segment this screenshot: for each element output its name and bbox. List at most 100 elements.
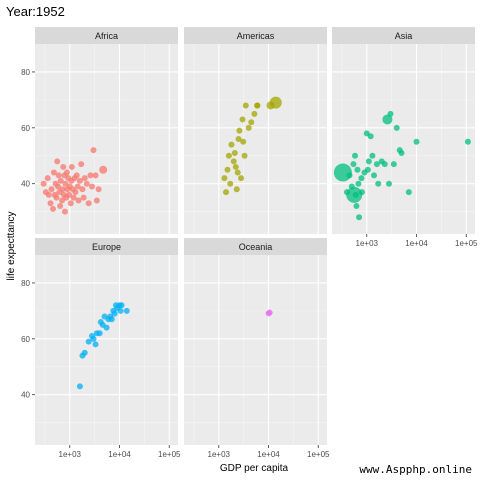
points-asia [333, 110, 471, 221]
facet-strip-oceania [184, 238, 327, 255]
y-axis-title: life expecttancy [6, 212, 17, 281]
data-point [57, 203, 64, 210]
data-point [103, 324, 110, 331]
facet-panels: Africa Americas Asia Europe Oceania [35, 27, 475, 445]
x-tick-label: 1e+05 [158, 450, 181, 459]
facet-label-oceania: Oceania [239, 242, 273, 252]
facet-americas: Americas [184, 27, 327, 234]
data-point [81, 349, 88, 356]
data-point [66, 191, 73, 198]
data-point [45, 191, 52, 198]
y-tick-label: 80 [21, 68, 30, 77]
data-point [231, 149, 238, 156]
data-point [81, 175, 88, 182]
data-point [72, 189, 79, 196]
points-europe [76, 302, 130, 390]
data-point [76, 177, 83, 184]
data-point [50, 169, 57, 176]
data-point [44, 175, 51, 182]
chart-title: Year:1952 [6, 4, 65, 19]
x-axis-title: GDP per capita [220, 463, 289, 474]
facet-label-americas: Americas [237, 31, 275, 41]
y-tick-label: 60 [21, 335, 30, 344]
data-point [85, 338, 92, 345]
data-point [375, 180, 382, 187]
data-point [248, 119, 255, 126]
data-point [55, 172, 62, 179]
data-point [365, 158, 372, 165]
data-point [40, 180, 47, 187]
facet-africa: Africa [35, 27, 178, 234]
panel-background [35, 255, 178, 445]
data-point [83, 180, 90, 187]
data-point [354, 166, 361, 173]
panel-background [332, 44, 475, 234]
data-point [90, 147, 97, 154]
panel-background [184, 44, 327, 234]
y-tick-label: 80 [21, 279, 30, 288]
data-point [355, 180, 362, 187]
facet-label-europe: Europe [92, 242, 121, 252]
data-point [238, 175, 245, 182]
data-point [53, 194, 60, 201]
data-point [382, 114, 393, 125]
data-point [358, 175, 365, 182]
data-point [239, 116, 246, 123]
x-tick-label: 1e+05 [307, 450, 330, 459]
data-point [87, 172, 94, 179]
data-point [80, 194, 87, 201]
data-point [240, 138, 247, 145]
data-point [76, 383, 83, 390]
data-point [350, 161, 357, 168]
facet-strip-americas [184, 27, 327, 44]
data-point [117, 307, 124, 314]
data-point [224, 166, 231, 173]
data-point [464, 138, 471, 145]
data-point [353, 203, 360, 210]
data-point [64, 169, 71, 176]
x-axis-labels: 1e+03 1e+04 1e+05 1e+03 1e+04 1e+05 1e+03 1e+04… [59, 234, 478, 459]
data-point [96, 330, 103, 337]
data-point [54, 158, 61, 165]
gridlines [184, 255, 327, 445]
data-point [78, 161, 85, 168]
x-tick-label: 1e+03 [59, 450, 82, 459]
data-point [227, 180, 234, 187]
watermark: www.Aspphp.online [359, 463, 472, 476]
data-point [89, 183, 96, 190]
data-point [70, 194, 77, 201]
data-point [99, 165, 108, 174]
data-point [390, 161, 397, 168]
data-point [111, 310, 118, 317]
data-point [245, 124, 252, 131]
data-point [371, 172, 378, 179]
data-point [381, 161, 388, 168]
data-point [60, 163, 67, 170]
facet-europe: Europe [35, 238, 178, 445]
data-point [373, 161, 380, 168]
data-point [49, 205, 56, 212]
x-tick-label: 1e+03 [356, 239, 379, 248]
data-point [266, 309, 273, 316]
data-point [235, 136, 242, 142]
facet-strip-asia [332, 27, 475, 44]
data-point [405, 189, 412, 196]
x-tick-label: 1e+04 [257, 450, 280, 459]
data-point [75, 197, 82, 204]
data-point [225, 152, 232, 159]
data-point [85, 200, 92, 207]
facet-strip-europe [35, 238, 178, 255]
data-point [67, 200, 74, 207]
gridlines [35, 255, 178, 445]
data-point [364, 166, 371, 173]
y-tick-label: 40 [21, 180, 30, 189]
data-point [234, 169, 241, 176]
data-point [242, 102, 249, 109]
data-point [123, 307, 130, 314]
data-point [95, 186, 102, 193]
x-tick-label: 1e+03 [208, 450, 231, 459]
data-point [68, 163, 75, 170]
data-point [232, 163, 239, 170]
data-point [61, 208, 68, 215]
panel-background [184, 255, 327, 445]
